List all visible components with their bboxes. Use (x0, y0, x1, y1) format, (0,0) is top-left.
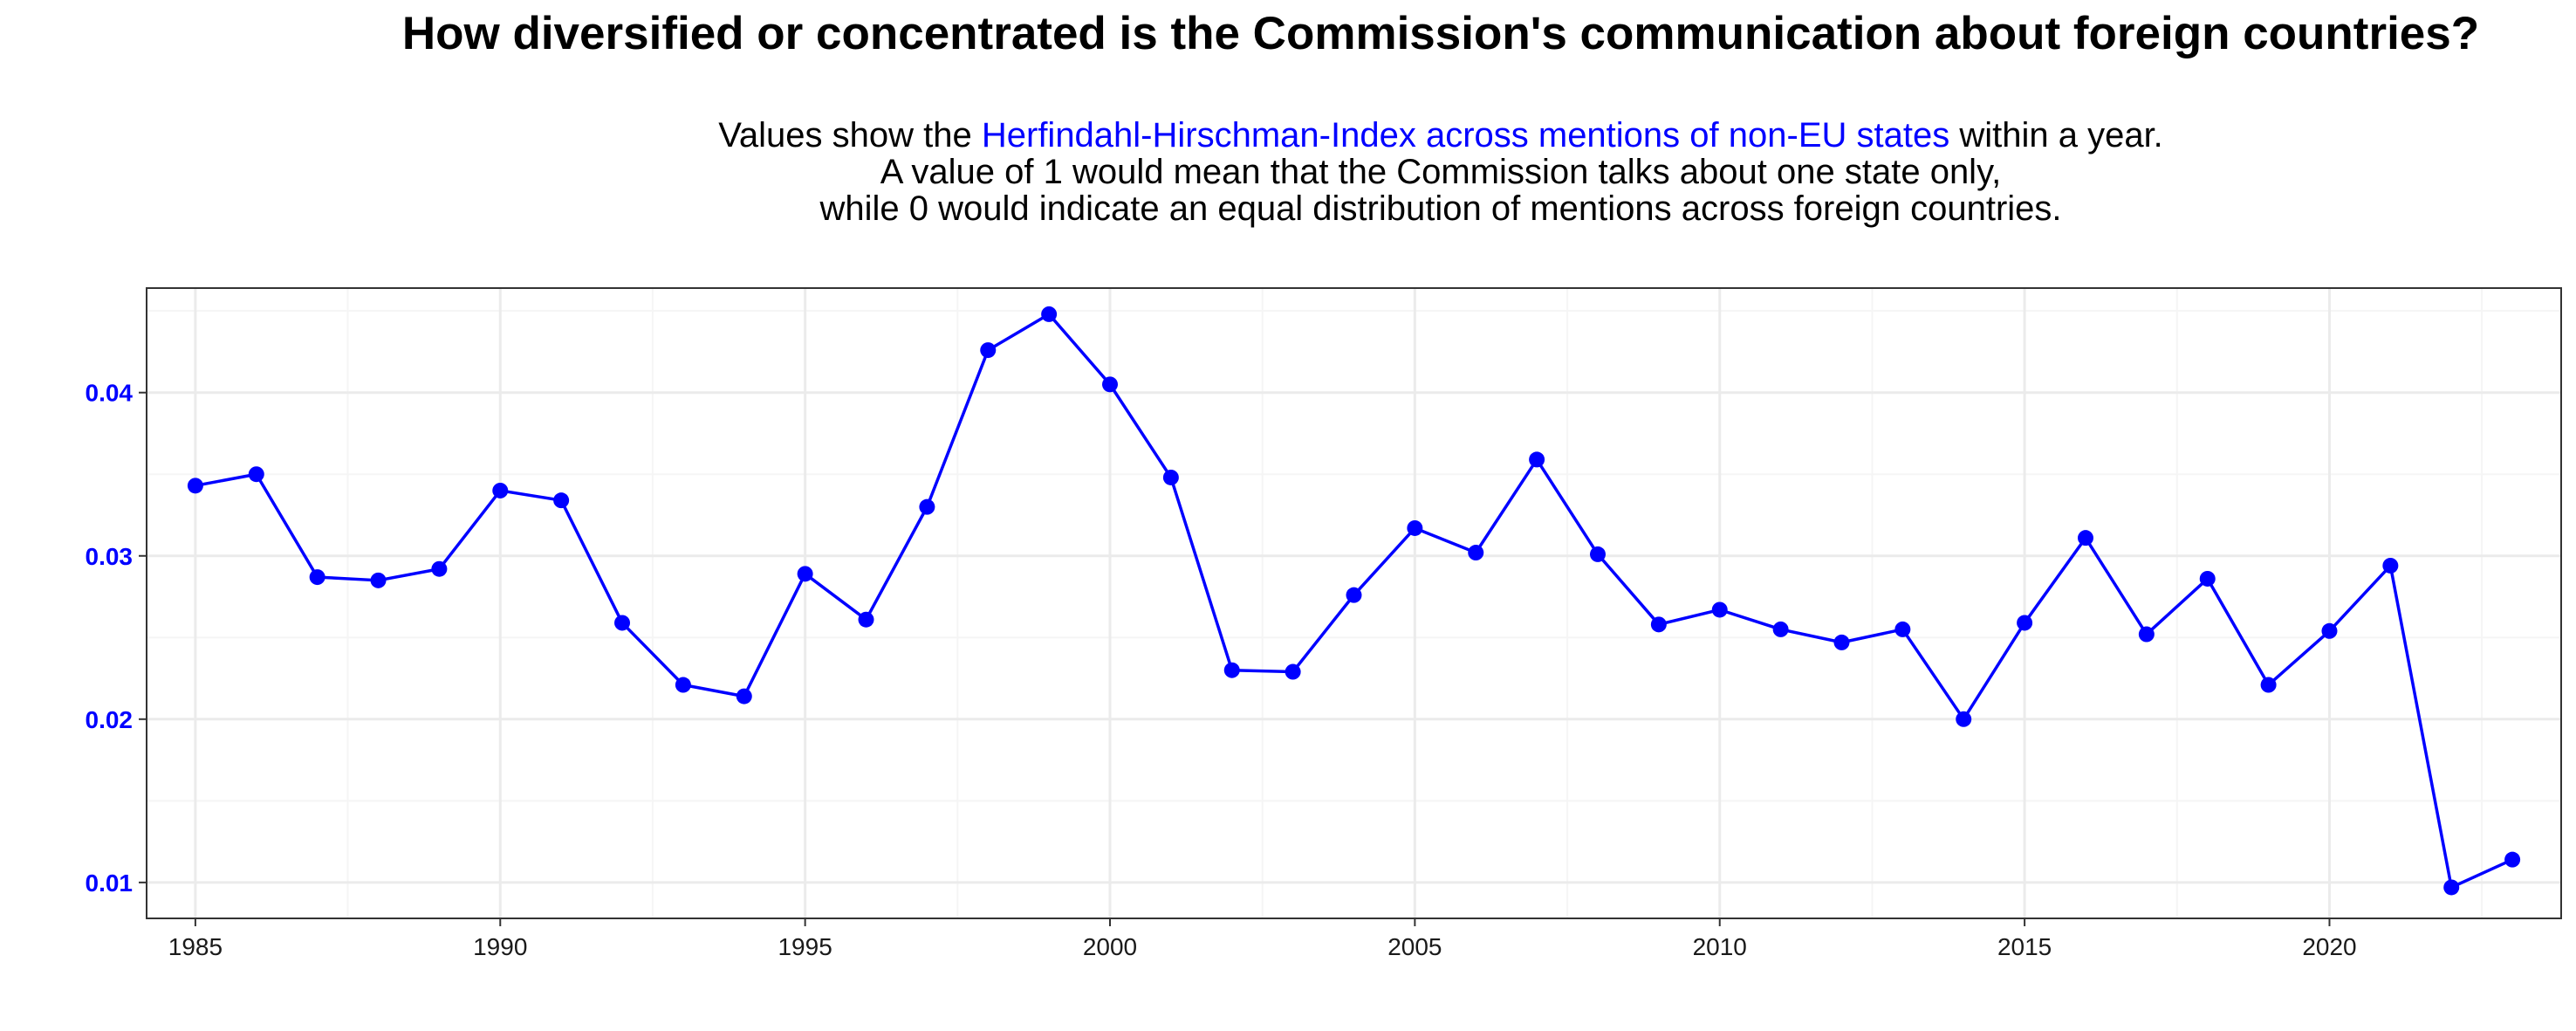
x-tick-label: 2000 (1083, 933, 1137, 960)
y-tick-label: 0.01 (86, 869, 134, 897)
data-point-1986 (248, 466, 264, 483)
data-point-2009 (1650, 616, 1667, 633)
data-point-1991 (553, 492, 570, 509)
data-point-2004 (1346, 587, 1362, 603)
data-series (187, 306, 2521, 896)
data-point-2022 (2443, 879, 2460, 896)
data-point-1994 (736, 688, 752, 705)
x-axis-tick-labels: 1985 1990 1995 2000 2005 2010 2015 2020 (168, 933, 2357, 960)
data-point-2016 (2077, 530, 2093, 546)
y-tick-label: 0.04 (86, 380, 134, 407)
data-point-1989 (431, 560, 448, 577)
data-point-2013 (1894, 621, 1911, 637)
data-point-2018 (2199, 570, 2216, 587)
panel-border (146, 287, 2562, 919)
x-tick-label: 2020 (2302, 933, 2356, 960)
y-tick-label: 0.02 (86, 706, 134, 733)
x-tick-label: 2005 (1387, 933, 1442, 960)
data-point-2017 (2138, 626, 2155, 643)
data-point-2023 (2504, 851, 2521, 868)
data-point-2012 (1833, 634, 1850, 650)
data-point-2011 (1772, 621, 1789, 637)
y-tick-label: 0.03 (86, 543, 134, 570)
data-point-1988 (370, 572, 387, 588)
data-point-2007 (1529, 451, 1545, 468)
data-point-1997 (919, 498, 935, 515)
data-point-2006 (1468, 545, 1484, 561)
chart-title: How diversified or concentrated is the C… (401, 8, 2480, 59)
x-tick-label: 1985 (168, 933, 223, 960)
major-gridlines (147, 288, 2561, 918)
data-point-1993 (675, 677, 691, 693)
data-point-1987 (309, 569, 325, 586)
data-point-1998 (980, 342, 997, 359)
data-point-2000 (1102, 376, 1119, 393)
data-point-1990 (492, 482, 509, 498)
axis-ticks (139, 391, 2331, 926)
y-axis-tick-labels: 0.01 0.02 0.03 0.04 (86, 380, 134, 897)
data-point-2003 (1285, 663, 1301, 680)
x-tick-label: 1995 (778, 933, 832, 960)
data-point-2020 (2321, 622, 2338, 639)
x-tick-label: 2015 (1997, 933, 2052, 960)
minor-gridlines (147, 288, 2561, 918)
data-point-2008 (1589, 546, 1606, 562)
data-point-2005 (1407, 519, 1423, 536)
subtitle-prefix: Values show the (718, 116, 982, 155)
data-point-2021 (2382, 557, 2399, 574)
chart-subtitle-line-1: Values show the Herfindahl-Hirschman-Ind… (0, 117, 2576, 154)
subtitle-highlight: Herfindahl-Hirschman-Index across mentio… (981, 116, 1950, 155)
data-point-2019 (2260, 677, 2277, 693)
data-point-2015 (2017, 615, 2033, 631)
x-tick-label: 2010 (1693, 933, 1747, 960)
chart-subtitle-line-2: A value of 1 would mean that the Commiss… (880, 153, 2002, 191)
data-point-2010 (1711, 601, 1728, 618)
x-tick-label: 1990 (473, 933, 527, 960)
data-point-1999 (1041, 306, 1058, 322)
data-point-1992 (614, 615, 631, 631)
data-point-1995 (797, 566, 813, 582)
chart-subtitle-line-3: while 0 would indicate an equal distribu… (819, 189, 2062, 228)
subtitle-suffix: within a year. (1949, 116, 2163, 155)
data-point-2001 (1162, 469, 1179, 485)
data-point-2014 (1956, 711, 1972, 727)
data-point-1985 (187, 478, 203, 494)
data-point-1996 (858, 611, 874, 628)
data-point-2002 (1223, 662, 1240, 678)
